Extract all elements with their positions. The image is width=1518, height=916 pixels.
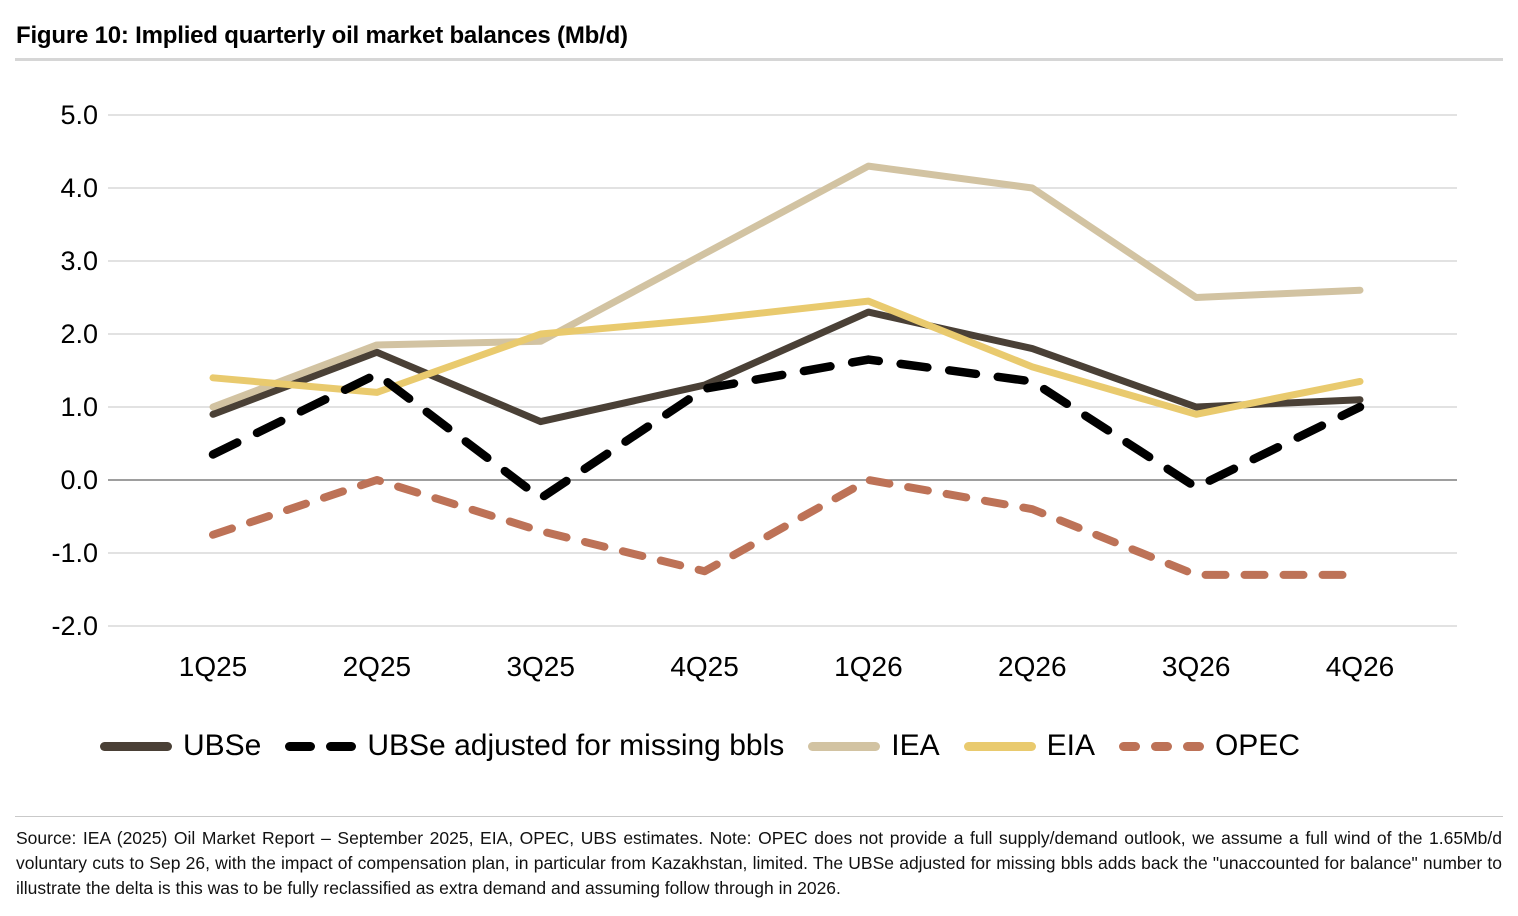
title-divider	[15, 58, 1503, 61]
legend-label: EIA	[1046, 729, 1095, 762]
x-tick-label: 1Q26	[834, 651, 903, 682]
x-tick-label: 4Q26	[1326, 651, 1395, 682]
x-tick-label: 2Q26	[998, 651, 1067, 682]
legend-item-iea: IEA	[808, 729, 940, 763]
footer-divider	[15, 816, 1503, 817]
legend-swatch-segment	[963, 741, 1036, 751]
chart-legend: UBSe UBSe adjusted for missing bbls IEA EIA…	[100, 722, 1480, 770]
x-tick-label: 2Q25	[343, 651, 412, 682]
legend-swatch-segment	[808, 741, 881, 751]
y-tick-label: 5.0	[60, 100, 98, 130]
legend-label: OPEC	[1214, 729, 1300, 762]
legend-swatch-segment	[1182, 741, 1204, 751]
line-chart: 5.0 4.0 3.0 2.0 1.0 0.0 -1.0 -2.0 1Q25 2Q25 3Q25 4Q…	[51, 100, 1457, 682]
legend-swatch	[285, 741, 357, 751]
x-tick-label: 4Q25	[670, 651, 739, 682]
series-line-ubse-adjusted-for-missing-bbls	[208, 355, 1365, 503]
legend-item-ubse-adjusted-for-missing-bbls: UBSe adjusted for missing bbls	[285, 729, 784, 763]
y-tick-label: 1.0	[60, 392, 98, 422]
legend-swatch-segment	[285, 741, 316, 751]
y-tick-label: -2.0	[51, 611, 98, 641]
series-line-ubse	[209, 308, 1364, 426]
series-line-iea	[209, 162, 1364, 411]
y-tick-label: -1.0	[51, 538, 98, 568]
legend-swatch	[808, 741, 881, 751]
series-line-opec	[209, 476, 1364, 579]
legend-swatch-segment	[1150, 741, 1172, 751]
series-line-eia	[209, 297, 1364, 418]
source-note: Source: IEA (2025) Oil Market Report – S…	[16, 828, 1502, 898]
legend-label: IEA	[891, 729, 940, 762]
legend-label: UBSe adjusted for missing bbls	[367, 729, 785, 762]
legend-swatch-segment	[100, 741, 172, 751]
legend-item-ubse: UBSe	[100, 729, 261, 763]
y-tick-label: 2.0	[60, 319, 98, 349]
legend-swatch-segment	[326, 741, 357, 751]
y-tick-label: 0.0	[60, 465, 98, 495]
legend-swatch	[963, 741, 1036, 751]
legend-swatch	[1118, 741, 1204, 751]
legend-label: UBSe	[183, 729, 262, 762]
legend-swatch-segment	[1118, 741, 1140, 751]
legend-item-eia: EIA	[963, 729, 1095, 763]
y-tick-label: 4.0	[60, 173, 98, 203]
x-tick-label: 3Q26	[1162, 651, 1231, 682]
legend-swatch	[100, 741, 172, 751]
y-tick-label: 3.0	[60, 246, 98, 276]
legend-item-opec: OPEC	[1118, 729, 1300, 763]
figure-title: Figure 10: Implied quarterly oil market …	[16, 22, 628, 49]
x-tick-label: 1Q25	[179, 651, 248, 682]
x-tick-label: 3Q25	[506, 651, 575, 682]
